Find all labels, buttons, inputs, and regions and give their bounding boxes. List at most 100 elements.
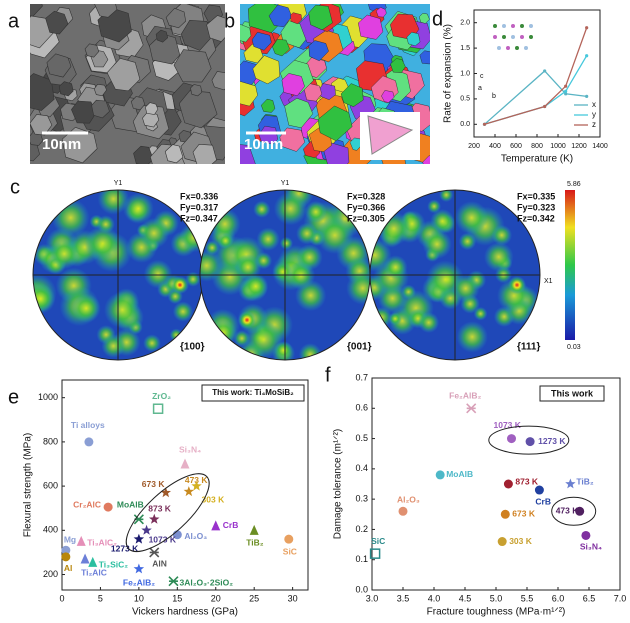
- y-tick-label: 2.0: [460, 20, 470, 27]
- point-label: 1273 K: [538, 436, 566, 446]
- sem-image: [30, 4, 225, 164]
- pole-blob: [274, 340, 293, 360]
- point-label: SiC: [283, 546, 297, 556]
- grain: [46, 53, 72, 78]
- inset-atom: [506, 46, 510, 50]
- grain: [281, 73, 305, 96]
- point-label: 303 K: [202, 494, 226, 504]
- y-axis-title: Damage tolerance (m¹ᐟ²): [333, 429, 344, 539]
- y-tick-label: 0.7: [355, 372, 368, 382]
- pole-blob: [296, 222, 318, 245]
- x-tick-label: 4.0: [428, 593, 441, 603]
- point-label: AlN: [152, 559, 167, 569]
- pole-blob: [473, 306, 488, 321]
- highlight-ellipse: [125, 473, 210, 553]
- x-tick-label: 6.0: [552, 593, 565, 603]
- y-axis-title: Rate of expansion (%): [443, 24, 454, 123]
- pole-blob: [491, 224, 513, 246]
- point-label: 673 K: [512, 509, 536, 519]
- inset-atom: [511, 35, 515, 39]
- grain: [251, 31, 272, 51]
- point-label: CrB: [223, 520, 239, 530]
- grain: [422, 155, 430, 164]
- grain: [45, 10, 69, 35]
- panel-label: a: [8, 10, 20, 32]
- point-label: 3Al₂O₃·2SiO₂: [179, 577, 233, 587]
- point-label: Fe₂AlB₂: [123, 577, 155, 587]
- grain: [155, 29, 169, 43]
- pole-blob: [253, 200, 271, 218]
- x-axis-title: Temperature (K): [501, 154, 573, 165]
- inset-atom: [493, 35, 497, 39]
- point-label: TiB₂: [576, 476, 594, 486]
- pole-blob: [204, 240, 220, 256]
- pole-blob: [296, 244, 323, 271]
- point-label: Ti₃AlC₂: [87, 538, 117, 548]
- x-tick-label: 5.0: [490, 593, 503, 603]
- y-tick-label: 200: [43, 569, 58, 579]
- panel-label: b: [224, 10, 235, 32]
- point: [503, 479, 513, 489]
- grain: [94, 4, 118, 18]
- grain: [180, 19, 214, 51]
- panel-label: e: [8, 386, 19, 408]
- point: [525, 437, 535, 447]
- grain: [419, 13, 430, 24]
- grain: [106, 57, 141, 92]
- point: [168, 576, 179, 587]
- point: [564, 92, 568, 96]
- point: [152, 403, 164, 414]
- point-label: 673 K: [142, 479, 166, 489]
- colorbar: [565, 190, 575, 340]
- pole-blob: [84, 225, 121, 262]
- pole-blob: [458, 232, 477, 251]
- pole-blob: [169, 328, 183, 342]
- grain: [260, 98, 276, 113]
- pole-blob: [454, 201, 489, 235]
- point-label: 473 K: [556, 506, 580, 516]
- inset-atom: [520, 35, 524, 39]
- inset-atom: [511, 24, 515, 28]
- grain: [240, 144, 256, 164]
- plane-label: {100}: [180, 342, 205, 353]
- grain: [211, 71, 225, 91]
- grain: [144, 102, 159, 115]
- grain: [358, 14, 384, 40]
- x-tick-label: 4.5: [459, 593, 472, 603]
- point: [500, 509, 510, 519]
- grain: [284, 97, 314, 129]
- point-label: 873 K: [148, 504, 172, 514]
- legend-label: x: [592, 100, 596, 109]
- x-tick-label: 5.5: [521, 593, 534, 603]
- point: [398, 506, 408, 516]
- panel-label: d: [432, 8, 443, 30]
- x-tick-label: 6.5: [583, 593, 596, 603]
- point-label: Si₃N₄: [580, 542, 602, 552]
- grain: [130, 96, 146, 111]
- grain: [91, 99, 110, 119]
- grain: [190, 84, 203, 97]
- point: [507, 434, 516, 444]
- point: [585, 26, 589, 30]
- inset-atom: [502, 35, 506, 39]
- point: [575, 506, 585, 516]
- inset-axis-label: c: [480, 73, 484, 80]
- grain: [173, 49, 212, 83]
- point: [211, 520, 221, 531]
- pole-blob: [138, 217, 170, 249]
- point-label: 873 K: [515, 476, 539, 486]
- grain: [406, 31, 421, 47]
- grain: [165, 7, 187, 29]
- ipf-triangle: [367, 115, 414, 155]
- y-tick-label: 0.4: [355, 463, 368, 473]
- pole-blob: [383, 255, 408, 280]
- pole-blob: [456, 321, 488, 353]
- grain: [149, 33, 181, 65]
- point-label: ZrO₂: [152, 391, 171, 401]
- inset-atom: [524, 46, 528, 50]
- note-box: [201, 384, 305, 402]
- inset-atom: [497, 46, 501, 50]
- inset-atom: [515, 46, 519, 50]
- colorbar-max: 5.86: [567, 181, 581, 188]
- pole-blob: [71, 293, 101, 323]
